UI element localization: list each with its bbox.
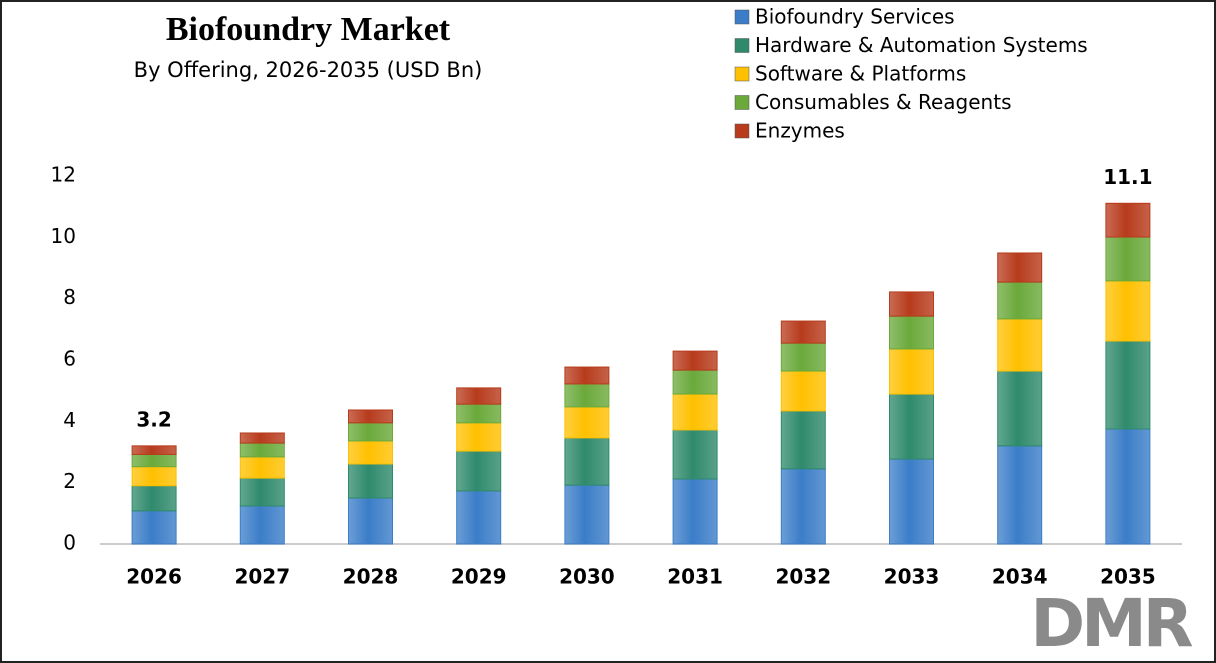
bar-segment: [997, 370, 1043, 447]
legend-swatch: [734, 66, 750, 82]
bar-segment: [456, 450, 502, 492]
legend-label: Enzymes: [755, 119, 845, 143]
bar-segment: [456, 490, 502, 545]
bar-segment: [239, 442, 285, 458]
y-tick-label: 10: [51, 224, 76, 248]
bar-segment: [1105, 428, 1151, 545]
bar-segment: [564, 406, 610, 439]
bar-segment: [672, 393, 718, 431]
bar-segment: [131, 445, 177, 455]
bar-segment: [997, 252, 1043, 283]
bar-segment: [348, 440, 393, 465]
bar-segment: [1105, 340, 1151, 430]
bar-segment: [1105, 280, 1151, 342]
bar-segment: [456, 403, 502, 424]
data-label: 3.2: [136, 407, 171, 431]
bar-segment: [889, 315, 934, 350]
bar-segment: [780, 370, 826, 412]
bar-segment: [131, 453, 177, 468]
bar-segment: [997, 445, 1043, 545]
bar-segment: [239, 432, 285, 444]
legend-label: Consumables & Reagents: [755, 90, 1012, 114]
bar-segment: [997, 318, 1043, 372]
bar-segment: [239, 477, 285, 507]
legend-label: Software & Platforms: [755, 62, 966, 86]
chart-subtitle: By Offering, 2026-2035 (USD Bn): [134, 58, 483, 82]
bar-segment: [131, 485, 177, 512]
bar-segment: [780, 468, 826, 545]
x-tick-label: 2029: [451, 565, 507, 589]
bar-segment: [780, 410, 826, 470]
data-label: 11.1: [1103, 165, 1152, 189]
bar-segment: [889, 393, 934, 460]
y-tick-label: 4: [63, 408, 76, 432]
legend-swatch: [734, 95, 750, 110]
bar-segment: [672, 478, 718, 545]
x-tick-label: 2035: [1100, 565, 1156, 589]
x-tick-label: 2030: [559, 565, 615, 589]
legend-swatch: [734, 123, 750, 139]
x-tick-label: 2032: [775, 565, 831, 589]
bar-segment: [672, 350, 718, 371]
x-tick-label: 2027: [234, 565, 290, 589]
bar-segment: [564, 366, 610, 385]
legend-swatch: [734, 38, 750, 53]
legend-swatch: [734, 9, 750, 25]
bar-segment: [564, 484, 610, 545]
bar-segment: [348, 409, 393, 424]
bar-segment: [889, 291, 934, 317]
y-tick-label: 8: [63, 285, 76, 309]
legend-label: Hardware & Automation Systems: [755, 33, 1088, 57]
logo: DMR: [1030, 585, 1192, 662]
y-tick-label: 12: [51, 163, 76, 187]
bar-segment: [456, 387, 502, 405]
y-tick-label: 6: [63, 347, 76, 371]
bar-segment: [348, 497, 393, 545]
bar-segment: [889, 458, 934, 545]
bar-segment: [1105, 236, 1151, 282]
bar-segment: [348, 422, 393, 442]
bar-segment: [239, 456, 285, 479]
bar-segment: [131, 510, 177, 545]
bar-segment: [672, 429, 718, 480]
bar-segment: [780, 342, 826, 372]
bar-segment: [889, 348, 934, 395]
bar-segment: [672, 369, 718, 395]
x-tick-label: 2028: [343, 565, 399, 589]
bar-segment: [1105, 202, 1151, 238]
bar-segment: [131, 466, 177, 487]
bar-segment: [564, 437, 610, 486]
x-tick-label: 2031: [667, 565, 723, 589]
chart-title: Biofoundry Market: [166, 11, 451, 48]
y-tick-label: 0: [63, 531, 76, 555]
bar-segment: [780, 320, 826, 344]
x-tick-label: 2033: [884, 565, 940, 589]
bar-segment: [456, 422, 502, 452]
bar-segment: [348, 463, 393, 499]
bar-segment: [564, 383, 610, 408]
x-tick-label: 2026: [126, 565, 182, 589]
y-tick-label: 2: [63, 469, 76, 493]
legend-label: Biofoundry Services: [755, 5, 955, 29]
bar-segment: [997, 281, 1043, 320]
x-tick-label: 2034: [992, 565, 1048, 589]
bar-segment: [239, 505, 285, 545]
